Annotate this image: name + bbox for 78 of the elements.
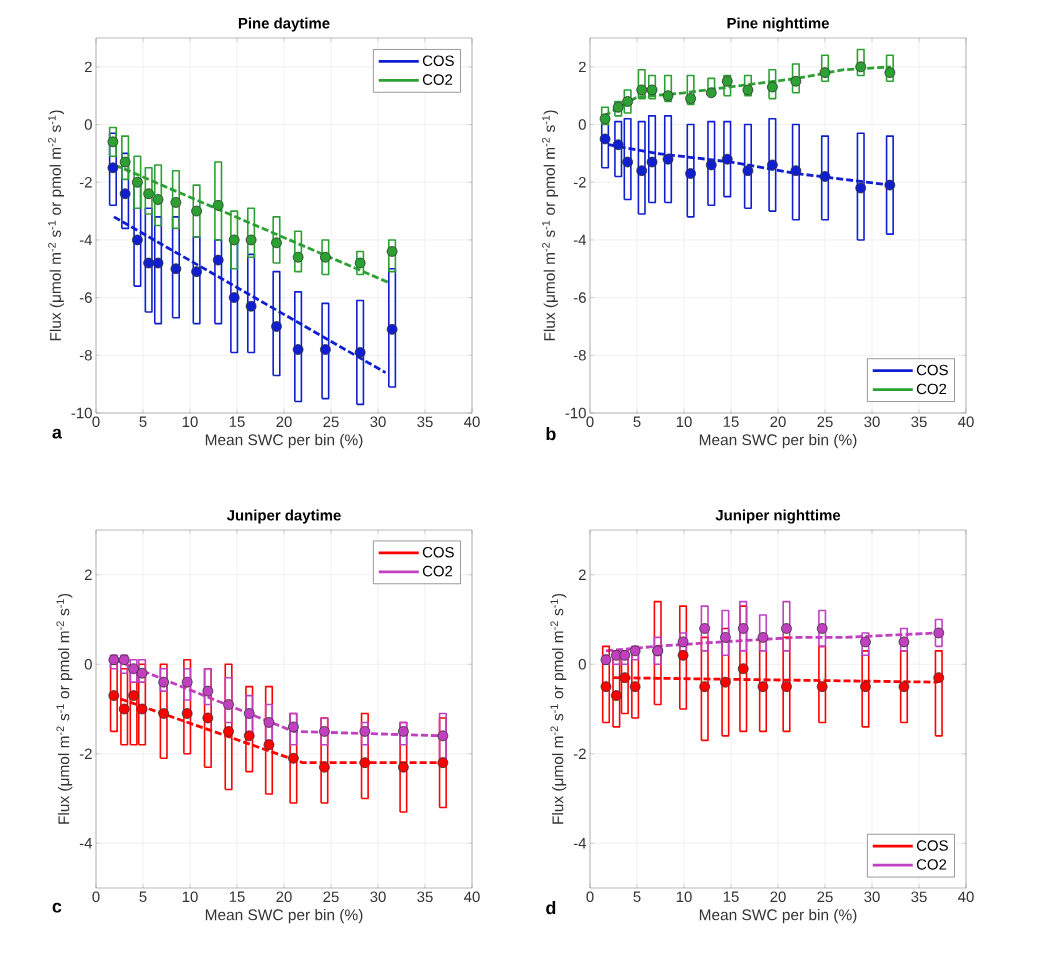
x-tick-label: 10 — [182, 891, 198, 903]
x-tick-label: 20 — [770, 891, 786, 903]
chart-title: Pine nighttime — [727, 17, 829, 32]
chart-title: Pine daytime — [238, 17, 330, 32]
text: c — [52, 902, 62, 913]
x-tick-label: 15 — [723, 416, 739, 427]
x-tick-label: 25 — [323, 891, 339, 903]
y-tick-label: 0 — [84, 119, 92, 130]
y-tick-label: -2 — [573, 177, 586, 188]
x-tick-label: 40 — [958, 416, 974, 428]
x-tick-label: 20 — [770, 416, 786, 428]
y-tick-label: 0 — [578, 119, 586, 130]
text: Flux (μmol m$^{-2}$ s$^{-1}$ or pmol m$^{-2}$ s$^{-1}$) — [542, 110, 559, 341]
x-tick-label: 35 — [417, 416, 433, 428]
x-tick-label: 35 — [911, 891, 927, 903]
legend-label: COS — [422, 546, 454, 558]
legend-label: CO2 — [422, 74, 453, 85]
x-tick-label: 5 — [139, 416, 147, 427]
x-tick-label: 40 — [958, 891, 974, 903]
y-tick-label: -4 — [79, 838, 93, 849]
y-tick-label: -2 — [79, 177, 92, 188]
y-tick-label: -4 — [79, 234, 93, 246]
x-tick-label: 30 — [864, 416, 880, 428]
x-axis-title: Mean SWC per bin (%) — [699, 908, 857, 924]
chart-title: Juniper nighttime — [715, 509, 841, 524]
x-axis-title: Mean SWC per bin (%) — [205, 908, 363, 924]
legend-label: COS — [916, 364, 948, 376]
y-tick-label: 0 — [578, 658, 586, 670]
x-tick-label: 20 — [276, 891, 292, 903]
y-tick-label: -8 — [79, 350, 92, 361]
text: Flux (μmol m$^{-2}$ s$^{-1}$ or pmol m$^{-2}$ s$^{-1}$) — [56, 593, 73, 824]
chart-title: Juniper daytime — [226, 509, 341, 524]
y-tick-label: 0 — [84, 658, 92, 670]
x-tick-label: 10 — [676, 416, 692, 428]
text: Flux (μmol m$^{-2}$ s$^{-1}$ or pmol m$^{-2}$ s$^{-1}$) — [550, 593, 567, 824]
x-tick-label: 5 — [633, 416, 641, 427]
legend-label: COS — [916, 840, 948, 851]
x-tick-label: 35 — [911, 416, 927, 428]
y-tick-label: 2 — [578, 61, 586, 73]
text: d — [546, 901, 556, 915]
y-tick-label: -2 — [573, 748, 586, 759]
y-tick-label: -6 — [79, 292, 92, 303]
y-tick-label: -10 — [565, 407, 586, 419]
x-tick-label: 10 — [676, 891, 692, 903]
x-axis-title: Mean SWC per bin (%) — [205, 433, 363, 449]
x-tick-label: 25 — [817, 416, 833, 428]
x-tick-label: 10 — [182, 416, 198, 428]
y-tick-label: -10 — [71, 407, 92, 419]
x-tick-label: 30 — [370, 416, 386, 428]
text: a — [52, 428, 62, 439]
y-tick-label: -2 — [79, 748, 92, 759]
legend-label: CO2 — [916, 859, 947, 870]
x-tick-label: 15 — [229, 416, 245, 427]
y-tick-label: 2 — [84, 61, 92, 73]
y-tick-label: -4 — [573, 234, 587, 246]
y-tick-label: 2 — [84, 569, 92, 580]
legend-label: COS — [422, 55, 454, 67]
x-tick-label: 35 — [417, 891, 433, 903]
x-tick-label: 20 — [276, 416, 292, 428]
x-tick-label: 5 — [633, 891, 641, 902]
x-tick-label: 15 — [723, 891, 739, 902]
x-tick-label: 30 — [864, 891, 880, 903]
x-tick-label: 5 — [139, 891, 147, 902]
legend-label: CO2 — [422, 565, 453, 577]
y-tick-label: -4 — [573, 838, 587, 849]
x-axis-title: Mean SWC per bin (%) — [699, 433, 857, 449]
y-tick-label: -8 — [573, 350, 586, 361]
text: b — [546, 427, 556, 441]
x-tick-label: 15 — [229, 891, 245, 902]
y-tick-label: -6 — [573, 292, 586, 303]
x-tick-label: 25 — [323, 416, 339, 428]
legend-label: CO2 — [916, 383, 947, 395]
x-tick-label: 25 — [817, 891, 833, 903]
x-tick-label: 40 — [464, 891, 480, 903]
y-tick-label: 2 — [578, 569, 586, 580]
x-tick-label: 30 — [370, 891, 386, 903]
text: Flux (μmol m$^{-2}$ s$^{-1}$ or pmol m$^{-2}$ s$^{-1}$) — [48, 110, 65, 341]
x-tick-label: 40 — [464, 416, 480, 428]
